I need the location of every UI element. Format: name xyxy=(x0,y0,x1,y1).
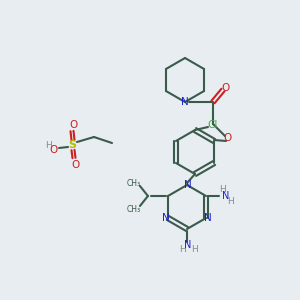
Text: O: O xyxy=(71,160,79,170)
Text: CH₃: CH₃ xyxy=(127,178,141,188)
Text: S: S xyxy=(68,140,76,150)
Text: O: O xyxy=(222,83,230,93)
Text: CH₃: CH₃ xyxy=(127,205,141,214)
Text: O: O xyxy=(50,145,58,155)
Text: N: N xyxy=(162,213,170,223)
Text: H: H xyxy=(190,244,197,253)
Text: H: H xyxy=(178,244,185,253)
Text: H: H xyxy=(46,142,52,151)
Text: O: O xyxy=(70,120,78,130)
Text: N: N xyxy=(204,213,212,223)
Text: N: N xyxy=(222,191,230,201)
Text: H: H xyxy=(227,196,233,206)
Text: O: O xyxy=(223,133,231,143)
Text: H: H xyxy=(219,185,225,194)
Text: N: N xyxy=(184,180,192,190)
Text: N: N xyxy=(184,240,192,250)
Text: Cl: Cl xyxy=(208,120,218,130)
Text: N: N xyxy=(181,97,189,107)
